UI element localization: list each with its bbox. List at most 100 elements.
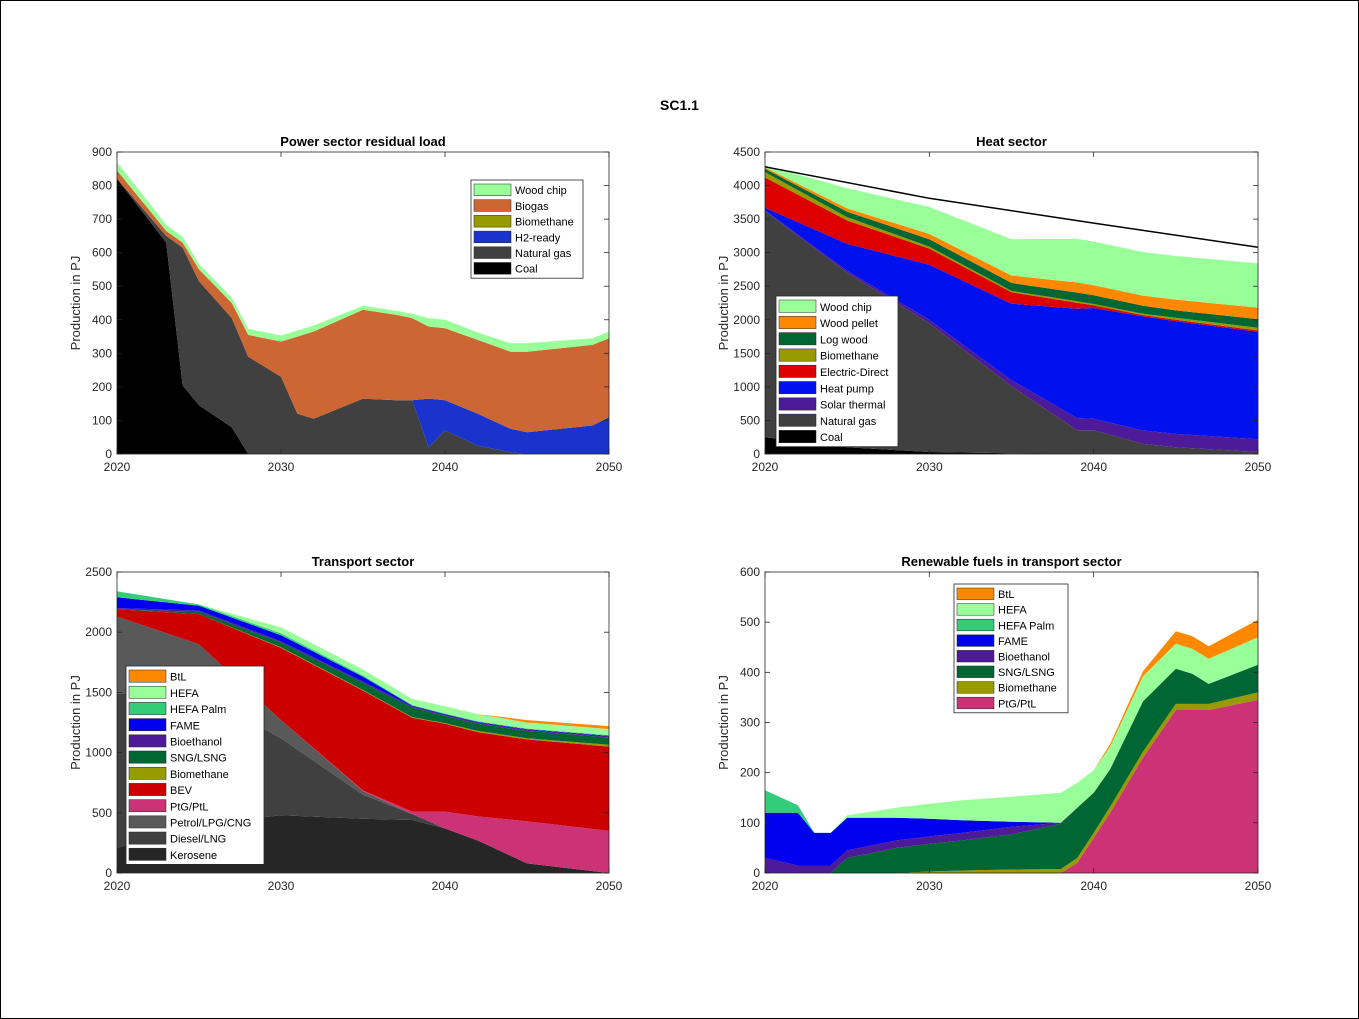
y-axis-label: Production in PJ	[68, 675, 83, 770]
legend-box	[125, 665, 265, 865]
series-area-sng-lsng	[765, 664, 1258, 873]
series-area-wood-pellet	[765, 167, 1258, 320]
legend-swatch-hefa	[128, 685, 167, 699]
y-tick-label: 300	[92, 346, 112, 360]
legend-label-biomethane: Biomethane	[998, 683, 1057, 695]
legend-swatch-wood-chip	[778, 299, 817, 313]
y-tick-label: 0	[105, 866, 112, 880]
legend-label-hefa: HEFA	[170, 688, 199, 700]
legend-label-coal: Coal	[820, 432, 843, 444]
legend-swatch-hefa-palm	[128, 702, 167, 715]
y-tick-label: 100	[740, 816, 760, 830]
axes-frame	[116, 151, 610, 455]
series-area-heat-pump	[765, 207, 1258, 440]
legend: BtL HEFA HEFA Palm FAME Bioethanol SNG/LSNG Bi…	[125, 665, 265, 865]
legend-swatch-diesel-lng	[128, 831, 167, 845]
legend-label-btl: BtL	[170, 672, 187, 684]
legend-swatch-solar-thermal	[778, 397, 817, 411]
legend-swatch-wood-pellet	[778, 316, 817, 329]
y-tick-label: 0	[105, 447, 112, 461]
series-area-bev	[117, 609, 609, 831]
y-tick-label: 400	[740, 665, 760, 679]
legend-swatch-hefa	[956, 603, 995, 616]
x-tick-label: 2040	[432, 460, 459, 474]
chart-title: Power sector residual load	[280, 134, 446, 149]
x-tick-label: 2040	[1080, 879, 1107, 893]
legend-label-natural-gas: Natural gas	[820, 416, 877, 428]
y-tick-label: 2500	[85, 565, 112, 579]
y-tick-label: 4500	[733, 145, 760, 159]
y-tick-label: 200	[740, 766, 760, 780]
series-area-coal	[117, 178, 609, 455]
x-tick-label: 2030	[268, 879, 295, 893]
legend: Wood chip Biogas Biomethane H2-ready Natural…	[470, 179, 584, 279]
x-tick-label: 2040	[432, 879, 459, 893]
y-tick-label: 2500	[733, 279, 760, 293]
total-line	[764, 166, 1259, 249]
x-tick-label: 2030	[916, 460, 943, 474]
series-area-electric-direct	[765, 177, 1258, 332]
legend-swatch-biomethane	[956, 681, 995, 694]
x-tick-label: 2050	[596, 879, 623, 893]
legend-swatch-coal	[778, 430, 817, 443]
series-area-wood-chip	[765, 165, 1258, 308]
legend-swatch-fame	[128, 718, 167, 732]
y-tick-label: 1000	[85, 746, 112, 760]
series-area-bioethanol	[765, 664, 1258, 873]
legend-label-biogas: Biogas	[515, 201, 549, 213]
y-tick-label: 500	[740, 413, 760, 427]
legend-swatch-kerosene	[128, 847, 167, 861]
series-area-ptg-ptl	[765, 699, 1258, 873]
chart-heat-sector: 2020 2030 2040 2050 0 500 1000 1500 2000 2500 3000…	[716, 134, 1272, 474]
legend-label-btl: BtL	[998, 589, 1015, 601]
legend-label-fame: FAME	[170, 720, 200, 732]
series-area-petrol-lpg-cng	[117, 616, 609, 873]
legend-swatch-fame	[956, 634, 995, 647]
legend-swatch-biomethane	[473, 215, 512, 228]
legend-swatch-btl	[128, 669, 167, 683]
legend-label-hefa-palm: HEFA Palm	[170, 704, 226, 716]
legend-label-diesel-lng: Diesel/LNG	[170, 834, 226, 846]
x-tick-label: 2020	[104, 460, 131, 474]
legend-label-sng-lsng: SNG/LSNG	[998, 667, 1055, 679]
series-area-coal	[765, 437, 1258, 454]
legend-label-biomethane: Biomethane	[170, 769, 229, 781]
legend-swatch-petrol-lpg-cng	[128, 815, 167, 829]
legend-label-coal: Coal	[515, 264, 538, 276]
axes-frame	[764, 151, 1259, 455]
y-tick-label: 200	[92, 380, 112, 394]
legend-swatch-biomethane	[778, 348, 817, 362]
legend-label-bev: BEV	[170, 785, 193, 797]
legend-swatch-ptg-ptl	[128, 799, 167, 813]
legend-label-log-wood: Log wood	[820, 334, 868, 346]
x-tick-label: 2020	[752, 460, 779, 474]
y-tick-label: 3000	[733, 246, 760, 260]
legend-label-ptg-ptl: PtG/PtL	[998, 698, 1037, 710]
y-tick-label: 300	[740, 716, 760, 730]
legend-swatch-heat-pump	[778, 381, 817, 395]
series-area-natural-gas	[117, 178, 609, 455]
legend-label-heat-pump: Heat pump	[820, 383, 874, 395]
legend-label-bioethanol: Bioethanol	[170, 737, 222, 749]
legend-swatch-sng-lsng	[956, 665, 995, 678]
legend-label-ptg-ptl: PtG/PtL	[170, 801, 209, 813]
series-area-fame	[765, 664, 1258, 866]
series-area-biogas	[117, 170, 609, 433]
y-axis-label: Production in PJ	[716, 256, 731, 351]
y-tick-label: 700	[92, 212, 112, 226]
chart-power-sector-residual-load: 2020 2030 2040 2050 0 100 200 300 400 500 600 700 80…	[68, 134, 623, 474]
legend-swatch-btl	[956, 587, 995, 600]
y-tick-label: 600	[92, 246, 112, 260]
legend-swatch-electric-direct	[778, 364, 817, 378]
chart-title: Transport sector	[312, 554, 415, 569]
y-tick-label: 800	[92, 179, 112, 193]
x-tick-label: 2050	[1245, 879, 1272, 893]
legend-swatch-wood-chip	[473, 183, 512, 196]
y-tick-label: 1500	[733, 346, 760, 360]
legend-swatch-sng-lsng	[128, 750, 167, 764]
legend-label-electric-direct: Electric-Direct	[820, 367, 888, 379]
series-area-ptg-ptl	[117, 616, 609, 873]
y-tick-label: 900	[92, 145, 112, 159]
legend-label-biomethane: Biomethane	[820, 351, 879, 363]
chart-transport-sector: 2020 2030 2040 2050 0 500 1000 1500 2000 2500 Tran…	[68, 554, 623, 893]
